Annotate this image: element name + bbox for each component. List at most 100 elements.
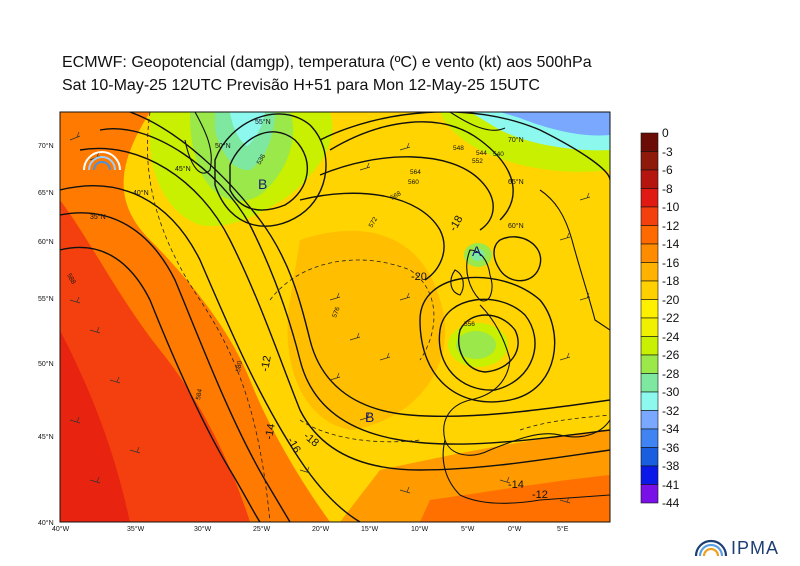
geo-label-13: 540 (493, 151, 504, 158)
geo-label-6: 568 (390, 190, 403, 202)
colorbar-box (640, 428, 659, 448)
colorbar-box (640, 410, 659, 430)
lat-tick-55n: 55°N (38, 295, 54, 303)
grid-label-50n: 50°N (215, 142, 231, 150)
geo-label-1: 588 (65, 273, 77, 286)
geo-label-9: 556 (464, 321, 475, 328)
lat-tick-labels: 40°N 45°N 50°N 55°N 60°N 65°N 70°N (38, 142, 54, 527)
colorbar-box (640, 484, 659, 504)
iberia-coast (442, 439, 610, 504)
geo-label-14: 536 (256, 153, 268, 166)
map-field: 35°N 40°N 45°N 50°N 55°N 60°N 65°N 70°N … (60, 112, 610, 522)
colorbar-label: -30 (662, 385, 680, 399)
geo-label-7: 564 (410, 169, 421, 176)
lon-tick-40w: 40°W (52, 525, 70, 533)
geo-label-10: 552 (472, 158, 483, 165)
temp-label-5: -20 (411, 271, 427, 283)
field-south-red (420, 475, 610, 522)
lon-tick-5e: 5°E (557, 525, 569, 533)
temperature-contours (147, 112, 610, 522)
graticule-labels: 35°N 40°N 45°N 50°N 55°N 60°N 65°N 70°N (90, 118, 524, 230)
temperature-labels: -12 -14 -16 -18 -20 -18 -12 -14 (259, 214, 548, 501)
lon-tick-30w: 30°W (194, 525, 212, 533)
colorbar-box (640, 206, 659, 226)
grid-label-65n: 65°N (508, 178, 524, 186)
iceland-coast (449, 112, 506, 131)
colorbar-box (640, 132, 659, 152)
colorbar-label: -28 (662, 366, 680, 381)
colorbar-label: -14 (662, 237, 680, 251)
lat-tick-65n: 65°N (38, 189, 54, 197)
colorbar-box (640, 465, 659, 485)
grid-label-40n: 40°N (133, 189, 149, 197)
lon-tick-5w: 5°W (461, 525, 475, 533)
colorbar-box (640, 299, 659, 319)
colorbar-label: -36 (662, 440, 680, 455)
colorbar-label: -6 (662, 163, 673, 177)
map-frame (59, 111, 611, 523)
colorbar-label: -16 (662, 255, 680, 270)
ipma-logo-icon (694, 539, 728, 557)
lat-tick-45n: 45°N (38, 433, 54, 441)
chart-title-line2: Sat 10-May-25 12UTC Previsão H+51 para M… (62, 77, 540, 94)
norway-coast (539, 189, 610, 331)
chart-title-line1: ECMWF: Geopotencial (damgp), temperatura… (62, 54, 592, 71)
colorbar-box (640, 151, 659, 171)
temp-label-2: -14 (263, 423, 278, 441)
grid-label-70n: 70°N (508, 136, 524, 144)
geo-label-4: 576 (331, 306, 341, 319)
temp-label-7: -12 (532, 489, 548, 501)
colorbar-label: -20 (662, 292, 680, 307)
ipma-logo-text: IPMA (731, 538, 780, 558)
low-center-atlantic: B (365, 409, 374, 425)
grid-label-35n: 35°N (90, 213, 106, 221)
wind-barbs (69, 131, 591, 504)
lon-tick-15w: 15°W (361, 525, 379, 533)
map-watermark-icon (83, 151, 121, 171)
lat-tick-70n: 70°N (38, 142, 54, 150)
lon-tick-labels: 40°W 35°W 30°W 25°W 20°W 15°W 10°W 5°W 0… (52, 525, 569, 533)
colorbar-box (640, 447, 659, 467)
field-red-dark (60, 330, 130, 522)
colorbar (640, 132, 659, 504)
colorbar-label: -24 (662, 329, 680, 344)
high-center-north-sea: A (472, 243, 482, 259)
colorbar-box (640, 317, 659, 337)
field-ne-blue (500, 112, 610, 136)
geopotential-contours (60, 112, 610, 522)
lon-tick-25w: 25°W (253, 525, 271, 533)
colorbar-box (640, 336, 659, 356)
colorbar-label: -32 (662, 403, 680, 418)
colorbar-box (640, 280, 659, 300)
lon-tick-20w: 20°W (312, 525, 330, 533)
colorbar-label: -38 (662, 459, 680, 473)
colorbar-label: -8 (662, 181, 673, 196)
geo-label-5: 572 (368, 216, 380, 229)
grid-label-45n: 45°N (175, 165, 191, 173)
geo-label-8: 560 (408, 179, 419, 186)
field-cutoff-green (456, 331, 496, 359)
field-northsea-mint (471, 249, 485, 261)
colorbar-label: 0 (662, 126, 669, 140)
colorbar-label: -18 (662, 274, 680, 288)
ireland-coast (450, 269, 464, 296)
colorbar-label: -3 (662, 144, 673, 159)
lon-tick-0w: 0°W (508, 525, 522, 533)
colorbar-label: -44 (662, 496, 680, 510)
geopotential-labels: 588 584 580 576 572 568 564 560 556 552 … (65, 145, 504, 400)
pressure-centers: B B A (258, 176, 482, 425)
uk-coast (466, 249, 493, 302)
colorbar-box (640, 391, 659, 411)
grid-label-60n: 60°N (508, 222, 524, 230)
grid-label-55n: 55°N (255, 118, 271, 126)
lat-tick-50n: 50°N (38, 360, 54, 368)
colorbar-box (640, 373, 659, 393)
field-north-cyan (230, 112, 265, 146)
lon-tick-35w: 35°W (127, 525, 145, 533)
colorbar-label: -12 (662, 218, 680, 233)
colorbar-box (640, 243, 659, 263)
low-center-iceland: B (258, 176, 267, 192)
colorbar-label: -26 (662, 348, 680, 362)
colorbar-label: -41 (662, 477, 680, 492)
colorbar-box (640, 188, 659, 208)
